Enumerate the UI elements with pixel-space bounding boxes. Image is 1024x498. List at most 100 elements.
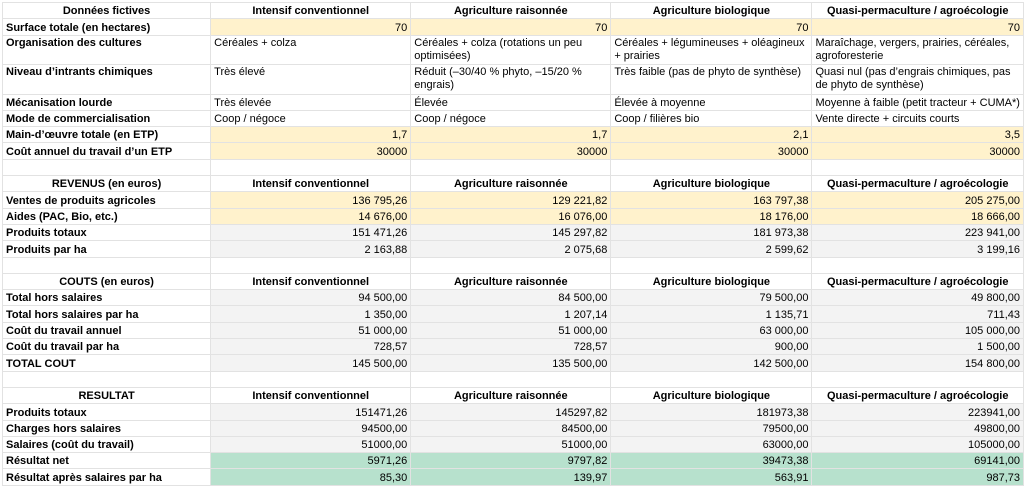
value-cell[interactable]: 18 176,00 bbox=[610, 207, 813, 225]
value-cell[interactable]: Élevée à moyenne bbox=[610, 93, 813, 111]
value-cell[interactable]: 14 676,00 bbox=[210, 207, 412, 225]
value-cell[interactable]: 223941,00 bbox=[811, 403, 1024, 421]
value-cell[interactable]: Coop / négoce bbox=[410, 109, 612, 128]
column-header-cell[interactable]: Agriculture raisonnée bbox=[410, 272, 612, 291]
value-cell[interactable]: 70 bbox=[210, 18, 412, 36]
value-cell[interactable]: 1 207,14 bbox=[410, 305, 612, 323]
value-cell[interactable]: 49 800,00 bbox=[811, 289, 1024, 307]
value-cell[interactable]: Maraîchage, vergers, prairies, céréales,… bbox=[811, 34, 1024, 66]
row-label-cell[interactable]: Résultat après salaires par ha bbox=[1, 468, 212, 486]
row-label-cell[interactable]: Niveau d’intrants chimiques bbox=[1, 64, 212, 95]
value-cell[interactable]: 900,00 bbox=[610, 338, 813, 356]
value-cell[interactable]: Très faible (pas de phyto de synthèse) bbox=[610, 64, 813, 95]
value-cell[interactable]: 2,1 bbox=[610, 126, 813, 144]
value-cell[interactable]: 1 500,00 bbox=[811, 338, 1024, 356]
value-cell[interactable]: 1 350,00 bbox=[210, 305, 412, 323]
column-header-cell[interactable]: Agriculture biologique bbox=[610, 386, 813, 405]
value-cell[interactable]: Réduit (–30/40 % phyto, –15/20 % engrais… bbox=[410, 64, 612, 95]
value-cell[interactable]: 1,7 bbox=[410, 126, 612, 144]
column-header-cell[interactable]: Agriculture raisonnée bbox=[410, 175, 612, 193]
empty-cell[interactable] bbox=[410, 370, 612, 388]
row-label-cell[interactable]: Produits totaux bbox=[1, 223, 212, 242]
empty-cell[interactable] bbox=[410, 158, 612, 177]
column-header-cell[interactable]: Quasi-permaculture / agroécologie bbox=[811, 175, 1024, 193]
row-label-cell[interactable]: Total hors salaires bbox=[1, 289, 212, 307]
section-title-cell[interactable]: REVENUS (en euros) bbox=[1, 175, 212, 193]
empty-cell[interactable] bbox=[210, 256, 412, 274]
row-label-cell[interactable]: Mode de commercialisation bbox=[1, 109, 212, 128]
value-cell[interactable]: 181 973,38 bbox=[610, 223, 813, 242]
value-cell[interactable]: Coop / négoce bbox=[210, 109, 412, 128]
value-cell[interactable]: 142 500,00 bbox=[610, 354, 813, 372]
value-cell[interactable]: 70 bbox=[610, 18, 813, 36]
value-cell[interactable]: 84500,00 bbox=[410, 419, 612, 437]
value-cell[interactable]: 70 bbox=[811, 18, 1024, 36]
row-label-cell[interactable]: Ventes de produits agricoles bbox=[1, 191, 212, 209]
row-label-cell[interactable]: Aides (PAC, Bio, etc.) bbox=[1, 207, 212, 225]
row-label-cell[interactable]: Produits par ha bbox=[1, 240, 212, 258]
value-cell[interactable]: Quasi nul (pas d’engrais chimiques, pas … bbox=[811, 64, 1024, 95]
column-header-cell[interactable]: Intensif conventionnel bbox=[210, 272, 412, 291]
empty-cell[interactable] bbox=[811, 370, 1024, 388]
value-cell[interactable]: Céréales + légumineuses + oléagineux + p… bbox=[610, 34, 813, 66]
value-cell[interactable]: 9797,82 bbox=[410, 452, 612, 470]
empty-cell[interactable] bbox=[811, 158, 1024, 177]
value-cell[interactable]: Très élevée bbox=[210, 93, 412, 111]
value-cell[interactable]: 63 000,00 bbox=[610, 321, 813, 340]
value-cell[interactable]: 154 800,00 bbox=[811, 354, 1024, 372]
value-cell[interactable]: 728,57 bbox=[410, 338, 612, 356]
row-label-cell[interactable]: TOTAL COUT bbox=[1, 354, 212, 372]
value-cell[interactable]: 51 000,00 bbox=[210, 321, 412, 340]
row-label-cell[interactable]: Charges hors salaires bbox=[1, 419, 212, 437]
value-cell[interactable]: 49800,00 bbox=[811, 419, 1024, 437]
empty-cell[interactable] bbox=[1, 158, 212, 177]
value-cell[interactable]: 145 500,00 bbox=[210, 354, 412, 372]
value-cell[interactable]: 5971,26 bbox=[210, 452, 412, 470]
empty-cell[interactable] bbox=[210, 158, 412, 177]
section-title-cell[interactable]: Données fictives bbox=[1, 1, 212, 20]
row-label-cell[interactable]: Mécanisation lourde bbox=[1, 93, 212, 111]
row-label-cell[interactable]: Coût annuel du travail d’un ETP bbox=[1, 142, 212, 160]
row-label-cell[interactable]: Main-d’œuvre totale (en ETP) bbox=[1, 126, 212, 144]
value-cell[interactable]: 1 135,71 bbox=[610, 305, 813, 323]
value-cell[interactable]: 135 500,00 bbox=[410, 354, 612, 372]
value-cell[interactable]: 94 500,00 bbox=[210, 289, 412, 307]
section-title-cell[interactable]: RESULTAT bbox=[1, 386, 212, 405]
empty-cell[interactable] bbox=[410, 256, 612, 274]
value-cell[interactable]: 205 275,00 bbox=[811, 191, 1024, 209]
empty-cell[interactable] bbox=[210, 370, 412, 388]
value-cell[interactable]: 3,5 bbox=[811, 126, 1024, 144]
value-cell[interactable]: Très élevé bbox=[210, 64, 412, 95]
column-header-cell[interactable]: Agriculture biologique bbox=[610, 1, 813, 20]
value-cell[interactable]: Élevée bbox=[410, 93, 612, 111]
empty-cell[interactable] bbox=[610, 370, 813, 388]
value-cell[interactable]: 711,43 bbox=[811, 305, 1024, 323]
row-label-cell[interactable]: Surface totale (en hectares) bbox=[1, 18, 212, 36]
column-header-cell[interactable]: Quasi-permaculture / agroécologie bbox=[811, 272, 1024, 291]
value-cell[interactable]: 151 471,26 bbox=[210, 223, 412, 242]
value-cell[interactable]: Céréales + colza (rotations un peu optim… bbox=[410, 34, 612, 66]
empty-cell[interactable] bbox=[811, 256, 1024, 274]
value-cell[interactable]: 139,97 bbox=[410, 468, 612, 486]
column-header-cell[interactable]: Agriculture biologique bbox=[610, 272, 813, 291]
column-header-cell[interactable]: Agriculture raisonnée bbox=[410, 386, 612, 405]
value-cell[interactable]: 69141,00 bbox=[811, 452, 1024, 470]
value-cell[interactable]: 136 795,26 bbox=[210, 191, 412, 209]
value-cell[interactable]: 728,57 bbox=[210, 338, 412, 356]
value-cell[interactable]: Vente directe + circuits courts bbox=[811, 109, 1024, 128]
value-cell[interactable]: 79500,00 bbox=[610, 419, 813, 437]
column-header-cell[interactable]: Intensif conventionnel bbox=[210, 175, 412, 193]
value-cell[interactable]: 51000,00 bbox=[210, 435, 412, 454]
value-cell[interactable]: 39473,38 bbox=[610, 452, 813, 470]
value-cell[interactable]: 2 075,68 bbox=[410, 240, 612, 258]
column-header-cell[interactable]: Quasi-permaculture / agroécologie bbox=[811, 1, 1024, 20]
empty-cell[interactable] bbox=[610, 256, 813, 274]
value-cell[interactable]: 2 599,62 bbox=[610, 240, 813, 258]
value-cell[interactable]: 145 297,82 bbox=[410, 223, 612, 242]
value-cell[interactable]: 563,91 bbox=[610, 468, 813, 486]
value-cell[interactable]: 987,73 bbox=[811, 468, 1024, 486]
value-cell[interactable]: 151471,26 bbox=[210, 403, 412, 421]
value-cell[interactable]: 51 000,00 bbox=[410, 321, 612, 340]
value-cell[interactable]: 181973,38 bbox=[610, 403, 813, 421]
value-cell[interactable]: 85,30 bbox=[210, 468, 412, 486]
